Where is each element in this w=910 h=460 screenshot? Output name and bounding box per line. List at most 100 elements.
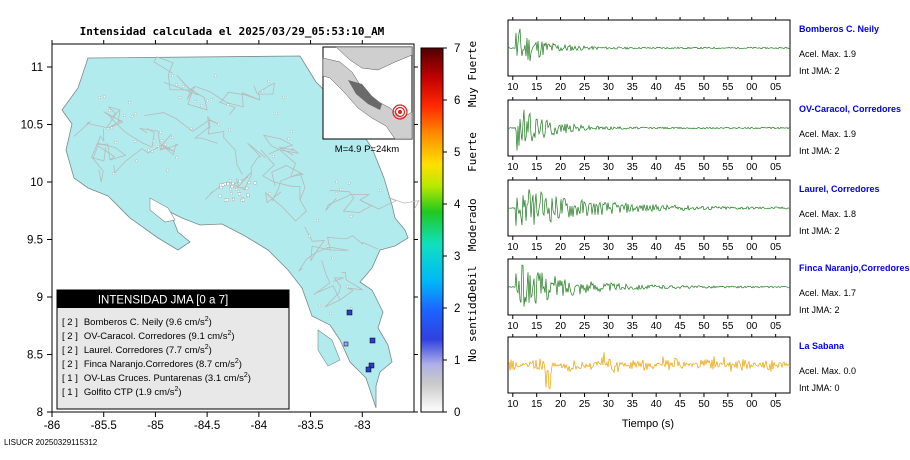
colorbar-category-label: Muy Fuerte (466, 41, 479, 107)
map-x-tick-label: -83 (354, 420, 371, 432)
map-title: Intensidad calculada el 2025/03/29_05:53… (80, 25, 385, 38)
time-tick-label: 40 (651, 82, 663, 93)
legend-item: [ 1 ] OV-Las Cruces. Puntarenas (3.1 cm/s… (62, 372, 251, 384)
map-y-tick-label: 11 (31, 62, 43, 74)
time-tick-label: 30 (603, 242, 615, 253)
colorbar-tick-label: 6 (454, 95, 460, 107)
station-name: Bomberos C. Neily (799, 24, 879, 34)
legend-item-close: ) (178, 387, 181, 398)
legend-item-level: [ 1 ] (62, 373, 78, 384)
time-tick-label: 50 (698, 82, 710, 93)
gulf-of-nicoya (149, 197, 176, 223)
seismogram-panels: 10 15 20 25 30 35 40 45 50 55 00 05 Bomberos C. Neil… (507, 17, 910, 410)
colorbar-category-label: Debil (466, 265, 479, 298)
seismogram-trace (507, 264, 791, 307)
legend-item: [ 2 ] Finca Naranjo.Corredores (8.7 cm/s2… (62, 358, 242, 370)
time-tick-label: 10 (507, 399, 519, 410)
time-tick-label: 40 (651, 399, 663, 410)
time-tick-label: 30 (603, 82, 615, 93)
legend-item: [ 2 ] Laurel. Corredores (7.7 cm/s2) (62, 344, 212, 356)
colorbar-tick-label: 0 (454, 407, 460, 419)
time-tick-label: 20 (555, 82, 567, 93)
seismogram-trace (507, 28, 791, 62)
time-tick-label: 25 (579, 82, 591, 93)
colorbar-category-label: Fuerte (466, 132, 479, 172)
legend-item: [ 2 ] Bomberos C. Neily (9.6 cm/s2) (62, 316, 212, 328)
time-tick-label: 20 (555, 321, 567, 332)
legend-item-close: ) (209, 317, 212, 328)
map-x-ticks: -86 -85.5 -85 -84.5 -84 -83.5 -83 (44, 40, 371, 432)
time-tick-label: 45 (675, 321, 687, 332)
time-tick-label: 35 (627, 162, 639, 173)
time-tick-label: 45 (675, 399, 687, 410)
map-y-tick-label: 8.5 (27, 350, 43, 362)
time-tick-label: 40 (651, 321, 663, 332)
colorbar-tick-label: 1 (454, 355, 460, 367)
legend-item-unit-sup: 2 (244, 372, 248, 379)
legend-item-close: ) (239, 359, 242, 370)
colorbar-category-label: Moderado (466, 198, 479, 251)
time-tick-label: 30 (603, 162, 615, 173)
seismogram-panel: 10 15 20 25 30 35 40 45 50 55 00 05 OV-Caracol, Corr… (507, 97, 901, 173)
inset-caption: M=4.9 P=24km (335, 144, 400, 155)
time-tick-label: 55 (722, 321, 734, 332)
station-int-jma: Int JMA: 2 (799, 226, 840, 236)
station-acel-max: Acel. Max. 0.0 (799, 366, 856, 376)
map-x-tick-label: -84 (251, 420, 268, 432)
legend-item-level: [ 2 ] (62, 345, 78, 356)
time-tick-label: 40 (651, 162, 663, 173)
time-tick-label: 00 (746, 399, 758, 410)
time-tick-label: 00 (746, 321, 758, 332)
station-name: La Sabana (799, 341, 845, 351)
legend-item-unit-sup: 2 (235, 358, 239, 365)
legend-item-level: [ 2 ] (62, 359, 78, 370)
legend-item-text: Golfito CTP (1.9 cm/s (84, 387, 175, 398)
time-tick-label: 20 (555, 242, 567, 253)
time-tick-label: 15 (531, 399, 543, 410)
legend-item-text: Finca Naranjo.Corredores (8.7 cm/s (84, 359, 235, 370)
legend-item-unit-sup: 2 (205, 316, 209, 323)
station-int-jma: Int JMA: 2 (799, 146, 840, 156)
town-markers (98, 74, 382, 315)
time-tick-label: 20 (555, 399, 567, 410)
time-tick-label: 45 (675, 162, 687, 173)
legend-item-text: OV-Las Cruces. Puntarenas (3.1 cm/s (84, 373, 244, 384)
time-tick-label: 15 (531, 321, 543, 332)
legend-item-unit-sup: 2 (205, 344, 209, 351)
osa-peninsula (317, 329, 341, 367)
costa-rica-land (61, 55, 409, 409)
station-name: Finca Naranjo,Corredores (799, 263, 910, 273)
time-tick-label: 15 (531, 162, 543, 173)
time-tick-label: 50 (698, 162, 710, 173)
seismogram-frame (507, 336, 791, 394)
seismogram-trace (507, 189, 791, 226)
time-tick-label: 30 (603, 321, 615, 332)
seismogram-trace (507, 352, 791, 390)
time-tick-label: 00 (746, 242, 758, 253)
legend-item-level: [ 2 ] (62, 317, 78, 328)
time-tick-label: 55 (722, 82, 734, 93)
legend-item-unit-sup: 2 (174, 386, 178, 393)
time-tick-label: 35 (627, 82, 639, 93)
colorbar-tick-label: 3 (454, 251, 460, 263)
time-tick-label: 10 (507, 242, 519, 253)
map-y-tick-label: 10.5 (21, 120, 43, 132)
time-tick-label: 20 (555, 162, 567, 173)
time-tick-label: 05 (770, 321, 782, 332)
intensity-legend: INTENSIDAD JMA [0 a 7] [ 2 ] Bomberos C. … (56, 289, 290, 410)
time-tick-label: 05 (770, 399, 782, 410)
legend-item-text: Laurel. Corredores (7.7 cm/s (84, 345, 205, 356)
time-tick-label: 25 (579, 399, 591, 410)
map-x-tick-label: -83.5 (297, 420, 323, 432)
legend-item-close: ) (231, 331, 234, 342)
time-tick-label: 25 (579, 242, 591, 253)
time-tick-label: 50 (698, 242, 710, 253)
station-acel-max: Acel. Max. 1.9 (799, 49, 856, 59)
legend-item-level: [ 1 ] (62, 387, 78, 398)
map-x-tick-label: -86 (44, 420, 61, 432)
colorbar-tick-label: 4 (454, 199, 461, 211)
map-x-tick-label: -85.5 (91, 420, 117, 432)
colorbar-tick-label: 7 (454, 43, 460, 55)
